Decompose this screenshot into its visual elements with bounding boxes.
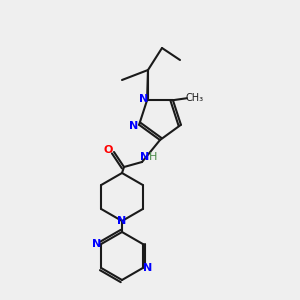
Text: O: O (103, 145, 113, 155)
Text: N: N (130, 121, 139, 131)
Text: N: N (140, 94, 149, 104)
Text: N: N (140, 152, 150, 162)
Text: CH₃: CH₃ (186, 93, 204, 103)
Text: N: N (143, 263, 152, 273)
Text: N: N (92, 239, 101, 249)
Text: H: H (149, 152, 157, 162)
Text: N: N (117, 216, 127, 226)
